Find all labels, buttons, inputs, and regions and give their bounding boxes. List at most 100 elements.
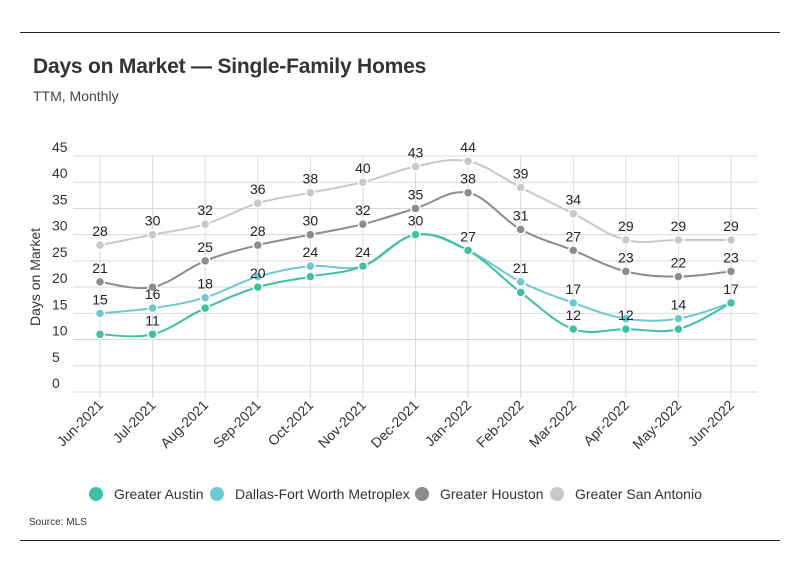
data-label-greater-austin: 12	[618, 307, 634, 323]
data-point-dallas-fort-worth-metroplex	[568, 297, 579, 309]
x-tick-label: Jul-2021	[109, 397, 158, 446]
x-tick-label: Feb-2022	[473, 397, 527, 451]
x-tick-label: Dec-2021	[367, 397, 421, 451]
data-label-greater-houston: 30	[303, 213, 319, 229]
data-point-greater-austin	[199, 302, 211, 314]
data-point-greater-houston	[620, 266, 632, 277]
data-label-greater-san-antonio: 32	[197, 202, 213, 218]
data-label-greater-san-antonio: 29	[618, 218, 634, 234]
y-tick-label: 40	[52, 165, 68, 181]
data-label-dallas-fort-worth-metroplex: 21	[513, 260, 529, 276]
data-point-greater-san-antonio	[515, 182, 526, 193]
data-point-greater-houston	[410, 203, 421, 214]
legend-label: Dallas-Fort Worth Metroplex	[235, 486, 410, 502]
legend-swatch	[210, 487, 224, 501]
y-axis-ticks: 0 5 10 15 20 25 30 35 40 45	[52, 139, 68, 391]
data-point-dallas-fort-worth-metroplex	[252, 271, 263, 282]
data-label-greater-houston: 28	[250, 223, 266, 239]
series-group	[94, 155, 737, 340]
data-label-greater-san-antonio: 43	[408, 144, 424, 160]
chart-title: Days on Market — Single-Family Homes	[33, 55, 427, 78]
data-label-greater-san-antonio: 44	[460, 139, 476, 155]
data-point-dallas-fort-worth-metroplex	[515, 276, 526, 288]
data-point-greater-houston	[568, 245, 579, 256]
data-label-dallas-fort-worth-metroplex: 24	[303, 244, 319, 260]
data-point-greater-austin	[305, 271, 316, 282]
data-point-greater-san-antonio	[305, 187, 316, 198]
data-point-greater-austin	[357, 260, 369, 272]
data-point-greater-san-antonio	[147, 229, 158, 240]
bottom-rule	[20, 540, 780, 541]
data-label-dallas-fort-worth-metroplex: 15	[92, 291, 108, 307]
data-label-greater-houston: 23	[618, 249, 634, 265]
legend-label: Greater San Antonio	[575, 486, 702, 502]
legend-label: Greater Austin	[114, 486, 204, 502]
data-point-greater-san-antonio	[673, 234, 684, 246]
data-point-greater-houston	[357, 218, 369, 230]
data-label-greater-houston: 25	[197, 239, 213, 255]
data-label-dallas-fort-worth-metroplex: 30	[408, 213, 424, 229]
data-point-greater-houston	[305, 229, 316, 240]
legend-swatch	[415, 487, 429, 501]
data-label-greater-san-antonio: 36	[250, 181, 266, 197]
x-tick-label: Nov-2021	[315, 397, 369, 451]
data-label-greater-houston: 21	[92, 260, 108, 276]
data-point-greater-san-antonio	[410, 161, 421, 172]
data-point-dallas-fort-worth-metroplex	[147, 302, 158, 314]
legend-swatch	[550, 487, 564, 501]
data-labels: 28 30 32 36 38 40 43 44 39 34 29 29 29 21 25 28 30 32 35 38…	[92, 139, 739, 328]
data-point-greater-san-antonio	[199, 218, 211, 230]
data-label-greater-houston: 32	[355, 202, 371, 218]
y-tick-label: 5	[52, 349, 60, 365]
data-label-greater-houston: 27	[565, 228, 581, 244]
data-point-greater-austin	[252, 281, 263, 293]
y-tick-label: 25	[52, 244, 68, 260]
data-point-greater-san-antonio	[568, 208, 579, 219]
data-label-greater-houston: 38	[460, 171, 476, 187]
data-label-greater-houston: 31	[513, 207, 529, 223]
data-point-greater-austin	[410, 229, 421, 240]
data-point-greater-austin	[568, 323, 579, 335]
data-label-greater-san-antonio: 34	[565, 192, 581, 208]
legend-item: Dallas-Fort Worth Metroplex	[210, 486, 410, 502]
x-tick-label: Oct-2021	[264, 397, 316, 449]
x-tick-label: Jun-2022	[685, 397, 738, 450]
data-label-dallas-fort-worth-metroplex: 16	[145, 286, 161, 302]
legend: Greater Austin Dallas-Fort Worth Metrople…	[89, 486, 702, 502]
data-label-greater-austin: 20	[250, 265, 266, 281]
legend-item: Greater San Antonio	[550, 486, 702, 502]
y-tick-label: 20	[52, 270, 68, 286]
y-tick-label: 15	[52, 296, 68, 312]
data-label-dallas-fort-worth-metroplex: 18	[197, 276, 213, 292]
data-point-greater-austin	[673, 323, 684, 335]
x-tick-label: Apr-2022	[580, 397, 632, 449]
data-point-dallas-fort-worth-metroplex	[94, 308, 106, 319]
y-tick-label: 0	[52, 375, 60, 391]
y-tick-label: 35	[52, 191, 68, 207]
data-label-greater-san-antonio: 40	[355, 160, 371, 176]
data-label-dallas-fort-worth-metroplex: 17	[565, 281, 581, 297]
legend-swatch	[89, 487, 103, 501]
x-tick-label: Jan-2022	[422, 397, 475, 450]
data-point-greater-san-antonio	[725, 234, 737, 246]
legend-label: Greater Houston	[440, 486, 544, 502]
data-label-greater-houston: 22	[671, 255, 687, 271]
data-point-greater-austin	[515, 287, 526, 298]
data-label-greater-san-antonio: 39	[513, 165, 529, 181]
data-label-greater-san-antonio: 38	[303, 171, 319, 187]
data-point-greater-austin	[94, 329, 106, 340]
x-tick-label: Aug-2021	[157, 397, 211, 451]
data-label-dallas-fort-worth-metroplex: 24	[355, 244, 371, 260]
data-point-greater-san-antonio	[252, 197, 263, 209]
data-point-greater-houston	[515, 224, 526, 235]
data-label-dallas-fort-worth-metroplex: 17	[723, 281, 739, 297]
data-point-dallas-fort-worth-metroplex	[620, 313, 632, 324]
y-tick-label: 10	[52, 323, 68, 339]
data-point-greater-san-antonio	[357, 176, 369, 188]
data-point-greater-houston	[673, 271, 684, 282]
x-tick-label: Mar-2022	[526, 397, 580, 451]
data-point-greater-san-antonio	[94, 239, 106, 251]
data-point-greater-houston	[94, 276, 106, 288]
data-point-greater-austin	[462, 245, 474, 256]
